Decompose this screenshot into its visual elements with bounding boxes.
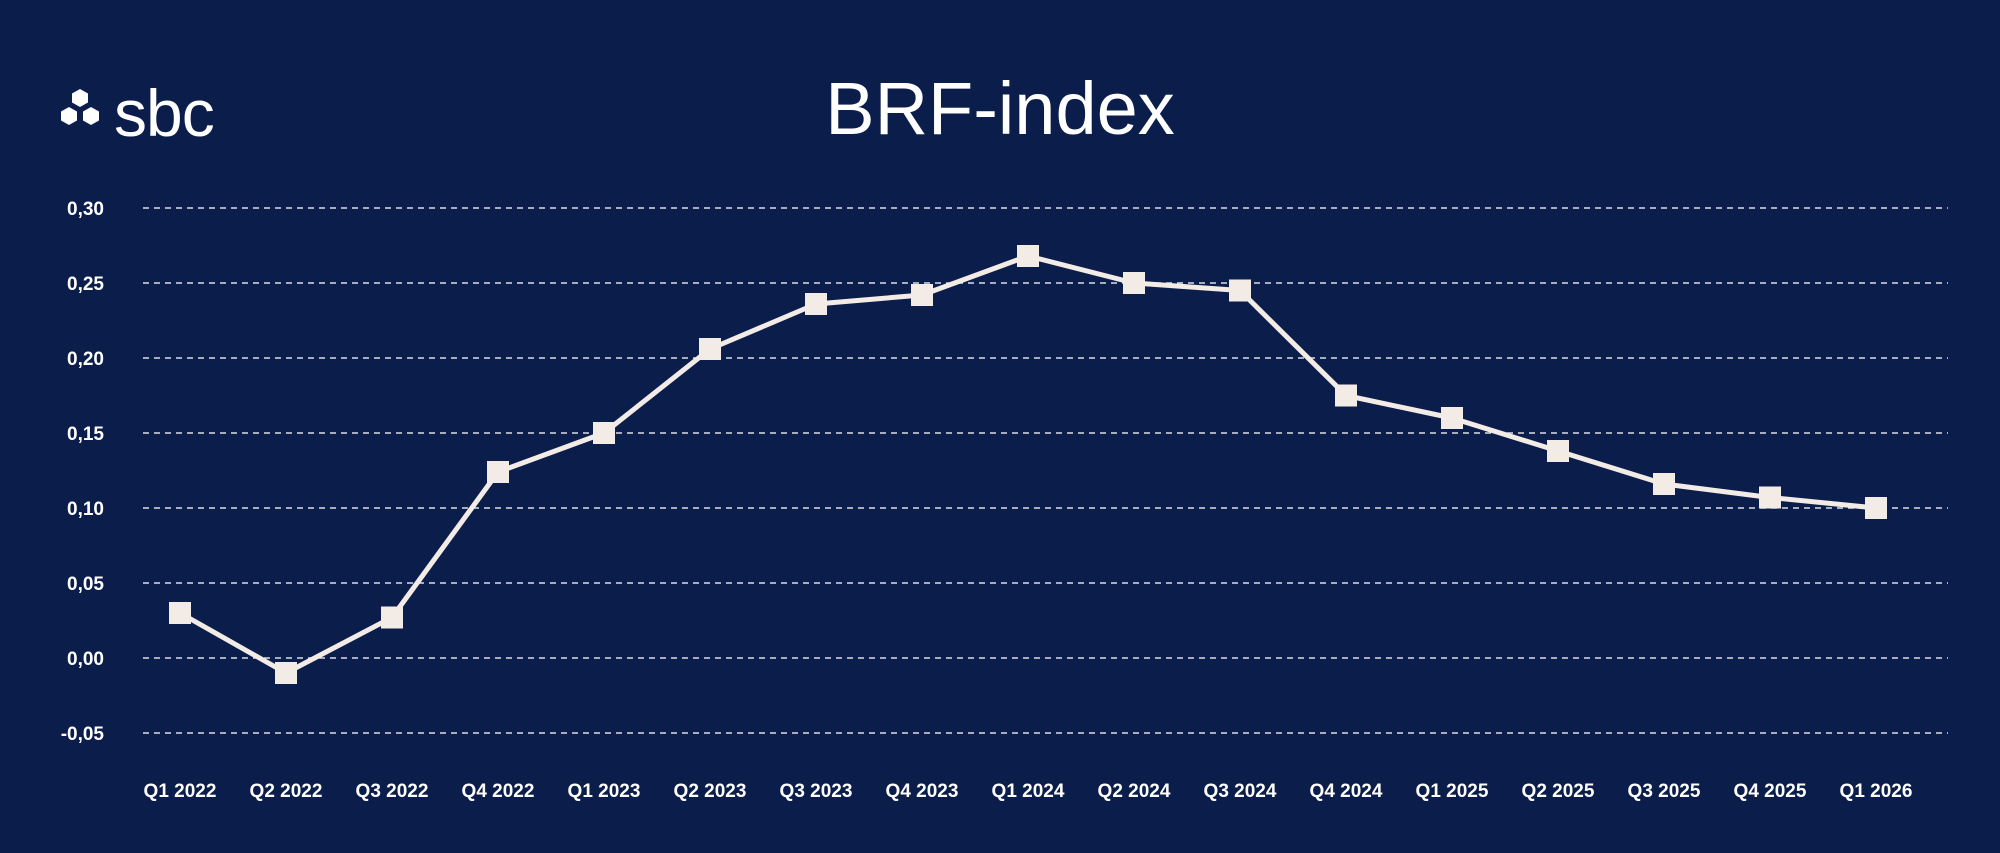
x-tick-label: Q1 2025 (1416, 781, 1489, 802)
y-tick-label: 0,10 (67, 499, 104, 520)
x-axis-ticks: Q1 2022 Q2 2022 Q3 2022 Q4 2022 Q1 2023 Q2 20… (144, 781, 1913, 802)
data-point-marker (699, 338, 721, 360)
data-point-marker (911, 284, 933, 306)
x-tick-label: Q2 2022 (250, 781, 323, 802)
data-point-marker (805, 293, 827, 315)
x-tick-label: Q3 2025 (1628, 781, 1701, 802)
data-point-marker (275, 662, 297, 684)
x-tick-label: Q4 2022 (462, 781, 535, 802)
data-point-marker (487, 461, 509, 483)
x-tick-label: Q3 2023 (780, 781, 853, 802)
y-tick-label: -0,05 (61, 724, 105, 745)
chart-title: BRF-index (825, 67, 1175, 150)
data-point-marker (1653, 473, 1675, 495)
x-tick-label: Q2 2023 (674, 781, 747, 802)
data-point-marker (593, 422, 615, 444)
brand-logo: sbc (54, 76, 215, 150)
brand-name: sbc (114, 76, 215, 150)
x-tick-label: Q1 2026 (1840, 781, 1913, 802)
y-tick-label: 0,20 (67, 349, 104, 370)
data-point-marker (169, 602, 191, 624)
data-point-marker (381, 606, 403, 629)
data-point-marker (1335, 384, 1357, 407)
series-markers (169, 245, 1887, 684)
x-tick-label: Q2 2024 (1098, 781, 1171, 802)
series-line (178, 253, 1877, 676)
y-tick-label: 0,00 (67, 649, 104, 670)
data-point-marker (1229, 279, 1251, 302)
x-tick-label: Q1 2022 (144, 781, 217, 802)
x-tick-label: Q4 2025 (1734, 781, 1807, 802)
hexagon-cluster-icon (61, 89, 99, 125)
data-point-marker (1547, 440, 1569, 462)
y-tick-label: 0,30 (67, 199, 104, 220)
x-tick-label: Q2 2025 (1522, 781, 1595, 802)
grid-lines (143, 207, 1948, 734)
data-point-marker (1017, 245, 1039, 267)
x-tick-label: Q3 2022 (356, 781, 429, 802)
data-point-marker (1865, 497, 1887, 519)
x-tick-label: Q1 2024 (992, 781, 1065, 802)
x-tick-label: Q3 2024 (1204, 781, 1277, 802)
data-point-marker (1441, 407, 1463, 429)
y-axis-ticks: 0,30 0,25 0,20 0,15 0,10 0,05 0,00 -0,05 (61, 199, 105, 745)
data-point-marker (1759, 486, 1781, 509)
data-point-marker (1123, 272, 1145, 294)
x-tick-label: Q1 2023 (568, 781, 641, 802)
y-tick-label: 0,25 (67, 274, 104, 295)
y-tick-label: 0,15 (67, 424, 104, 445)
x-tick-label: Q4 2024 (1310, 781, 1383, 802)
x-tick-label: Q4 2023 (886, 781, 959, 802)
y-tick-label: 0,05 (67, 574, 104, 595)
